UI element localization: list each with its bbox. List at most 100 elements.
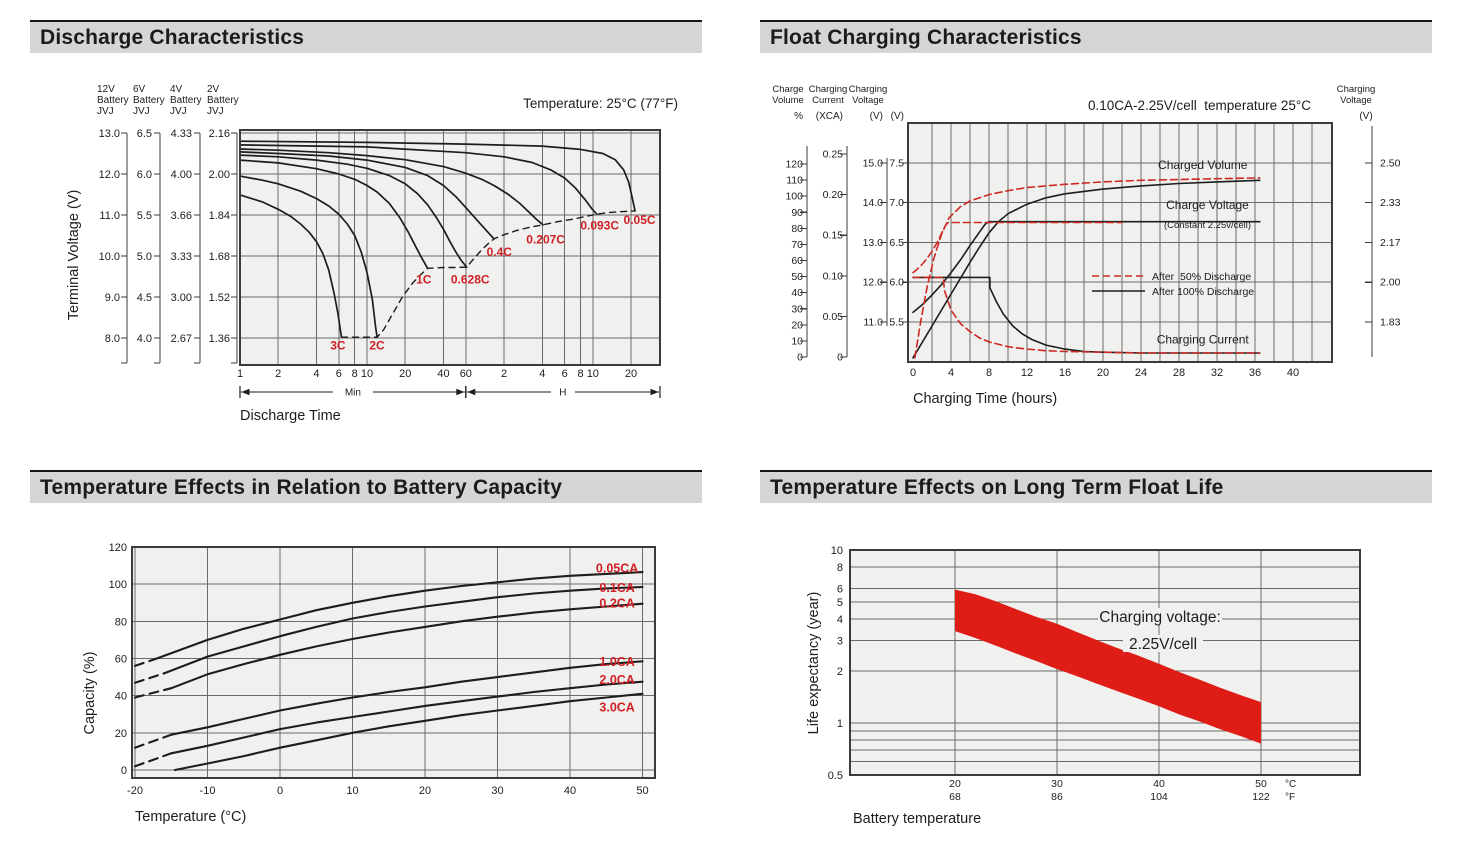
gridlines xyxy=(850,550,1360,775)
scale-unit: (V) xyxy=(891,111,904,122)
x-tick-hour: 10 xyxy=(587,368,599,380)
scale-tick: 2.67 xyxy=(171,333,192,345)
curve-label-3.0CA: 3.0CA xyxy=(599,701,634,715)
scale-unit: (V) xyxy=(1359,111,1372,122)
scale-unit: (V) xyxy=(870,111,883,122)
y-tick: 0 xyxy=(121,765,127,777)
curve-labels: 3C 2C 1C 0.628C 0.4C 0.207C 0.093C 0.05C xyxy=(330,213,656,352)
x-tick: 20 xyxy=(1097,367,1109,379)
scale-tick: 0.10 xyxy=(823,270,844,282)
scale-header: Battery xyxy=(207,95,239,106)
x-tick-labels: 1 2 4 6 8 10 20 40 60 2 4 6 8 10 20 xyxy=(237,368,637,380)
float-life-chart: Charging voltage:2.25V/cell1086543210.52… xyxy=(806,545,1361,827)
y-tick: 20 xyxy=(115,728,127,740)
x-tick: 30 xyxy=(491,785,503,797)
y-axis-title: Terminal Voltage (V) xyxy=(66,190,82,321)
discharge-section-title: Discharge Characteristics xyxy=(30,20,702,53)
x-tick: 32 xyxy=(1211,367,1223,379)
scale-headers: ChargeVolume%ChargingCurrent(XCA)Chargin… xyxy=(772,84,904,122)
temperature-note: Temperature: 25°C (77°F) xyxy=(523,96,678,111)
x-tick-celsius: 20 xyxy=(949,778,961,790)
x-tick-hour: 8 xyxy=(577,368,583,380)
plot-label: Charging Current xyxy=(1157,332,1250,346)
scale-tick: 2.17 xyxy=(1380,237,1401,249)
scale-unit: (XCA) xyxy=(816,111,843,122)
x-tick-hour: 4 xyxy=(539,368,545,380)
y-axis-title: Life expectancy (year) xyxy=(806,592,822,735)
x-tick-celsius: 50 xyxy=(1255,778,1267,790)
x-tick: 28 xyxy=(1173,367,1185,379)
scale-tick: 1.52 xyxy=(209,292,230,304)
scale-tick: 10 xyxy=(791,335,803,347)
scale-header: Volume xyxy=(772,95,804,106)
curve-label-0.1CA: 0.1CA xyxy=(599,581,634,595)
float-charging-chart: 0 4 8 12 16 20 24 28 32 36 40 Charging Time (hours)… xyxy=(772,84,1401,407)
scale-header: 6V xyxy=(133,84,146,95)
x-tick-min: 40 xyxy=(437,368,449,380)
y-axis-title: Terminal Voltage (V) xyxy=(66,190,82,321)
curve-label-0.4C: 0.4C xyxy=(487,245,513,259)
scale-header: JVJ xyxy=(133,106,150,117)
scale-tick: 2.50 xyxy=(1380,157,1401,169)
scale-header: JVJ xyxy=(97,106,114,117)
x-tick-hour: 20 xyxy=(625,368,637,380)
legend-after-50: After 50% Discharge xyxy=(1152,271,1251,283)
scale-tick: 11.0 xyxy=(863,317,883,329)
curve-label-0.05C: 0.05C xyxy=(624,213,656,227)
voltage-scales: 12VBatteryJVJ13.012.011.010.09.08.06VBat… xyxy=(97,84,239,364)
life-band xyxy=(955,589,1261,744)
capacity-chart: 0.05CA 0.1CA 0.2CA 1.0CA 2.0CA 3.0CA -20 -10 0 10… xyxy=(82,542,656,825)
scale-tick: 0.20 xyxy=(823,189,844,201)
scale-tick: 1.36 xyxy=(209,333,230,345)
y-axis-title: Capacity (%) xyxy=(82,652,98,735)
scale-tick: 120 xyxy=(785,159,803,171)
scale-tick: 0.15 xyxy=(823,230,844,242)
capacity-curves xyxy=(133,571,644,772)
x-tick: 0 xyxy=(277,785,283,797)
scale-unit: % xyxy=(794,111,803,122)
scale-tick: 6.5 xyxy=(137,128,152,140)
curve-label-2.0CA: 2.0CA xyxy=(599,673,634,687)
scale-tick: 2.00 xyxy=(1380,277,1401,289)
scale-tick: 5.5 xyxy=(889,317,904,329)
x-axis-title: Temperature (°C) xyxy=(135,809,246,825)
scale-header: 12V xyxy=(97,84,115,95)
scale-tick: 3.00 xyxy=(171,292,192,304)
x-tick-min: 6 xyxy=(336,368,342,380)
y-tick: 100 xyxy=(109,579,127,591)
left-scales: 12011010090807060504030201000.250.200.15… xyxy=(785,146,908,364)
x-tick-fahrenheit: 122 xyxy=(1252,791,1270,803)
x-tick: 40 xyxy=(564,785,576,797)
scale-tick: 110 xyxy=(786,175,803,187)
x-tick: 36 xyxy=(1249,367,1261,379)
gridlines xyxy=(908,123,1332,362)
scale-tick: 1.83 xyxy=(1380,317,1401,329)
scale-header: Charging xyxy=(849,84,888,95)
x-tick-min: 60 xyxy=(460,368,472,380)
curve-label-0.207C: 0.207C xyxy=(526,233,565,247)
x-tick-min: 2 xyxy=(275,368,281,380)
plot-labels: Charged Volume Charge Voltage (Constant 2.… xyxy=(1157,158,1251,346)
x-axis-title: Charging Time (hours) xyxy=(913,391,1057,407)
scale-tick: 40 xyxy=(791,287,803,299)
scale-tick: 50 xyxy=(791,271,803,283)
scale-tick: 11.0 xyxy=(99,210,120,222)
scale-tick: 90 xyxy=(791,207,803,219)
scale-tick: 0.25 xyxy=(823,149,844,161)
curve-labels: 0.05CA 0.1CA 0.2CA 1.0CA 2.0CA 3.0CA xyxy=(596,561,638,714)
time-unit-arrows: Min H xyxy=(239,386,661,399)
x-tick-min: 20 xyxy=(399,368,411,380)
scale-tick: 12.0 xyxy=(99,169,120,181)
x-tick: 12 xyxy=(1021,367,1033,379)
scale-tick: 70 xyxy=(791,239,803,251)
y-tick: 10 xyxy=(831,545,843,557)
scale-tick: 1.84 xyxy=(209,210,230,222)
x-tick-labels: 0 4 8 12 16 20 24 28 32 36 40 xyxy=(910,367,1299,379)
axis-range-label: Min xyxy=(345,388,361,399)
x-tick: 8 xyxy=(986,367,992,379)
x-tick-hour: 2 xyxy=(501,368,507,380)
x-axis-title: Discharge Time xyxy=(240,408,341,424)
